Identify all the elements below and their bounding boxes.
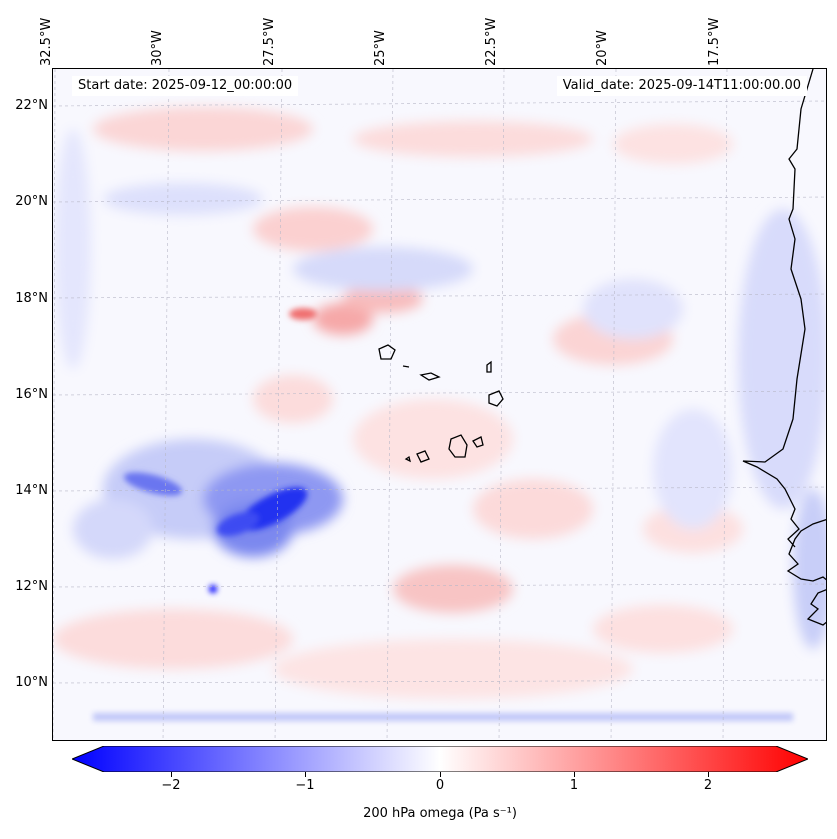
lat-label: 12°N	[15, 579, 48, 594]
lon-label: 27.5°W	[262, 17, 277, 66]
colorbar-tick-label: −1	[295, 778, 315, 793]
lat-label: 22°N	[15, 98, 48, 113]
start-date-label: Start date: 2025-09-12_00:00:00	[72, 76, 299, 96]
lat-label: 20°N	[15, 194, 48, 209]
colorbar-tickmark	[708, 772, 709, 777]
colorbar-tick-label: 0	[435, 778, 445, 793]
colorbar-tickmark	[574, 772, 575, 777]
lon-label: 17.5°W	[707, 17, 722, 66]
colorbar-label: 200 hPa omega (Pa s⁻¹)	[363, 806, 517, 821]
omega-field-cores	[93, 308, 793, 721]
lon-label: 22.5°W	[484, 17, 499, 66]
coastlines	[378, 69, 826, 626]
santiago-island	[448, 434, 468, 458]
colorbar	[70, 745, 810, 773]
guinea-bissau-coast	[806, 589, 826, 626]
guinea-coast	[786, 518, 826, 582]
lon-label: 30°W	[150, 30, 165, 66]
graticule	[53, 69, 826, 740]
colorbar-gradient	[70, 745, 810, 773]
lon-label: 32.5°W	[39, 17, 54, 66]
maio-island	[472, 436, 484, 448]
colorbar-tick-label: 1	[569, 778, 579, 793]
fogo-island	[416, 450, 430, 463]
colorbar-tick-label: −2	[161, 778, 181, 793]
lat-label: 10°N	[15, 675, 48, 690]
west-africa-coast	[742, 69, 814, 548]
omega-field-svg	[53, 69, 826, 740]
lon-label: 20°W	[595, 30, 610, 66]
colorbar-tickmark	[171, 772, 172, 777]
sal-island	[486, 360, 492, 373]
colorbar-svg	[70, 745, 810, 773]
brava-island	[404, 455, 411, 463]
lat-label: 14°N	[15, 483, 48, 498]
colorbar-tick-label: 2	[703, 778, 713, 793]
valid-date-label: Valid_date: 2025-09-14T11:00:00.00	[556, 76, 807, 96]
lat-label: 18°N	[15, 291, 48, 306]
lon-label: 25°W	[373, 30, 388, 66]
omega-field-map	[52, 68, 827, 741]
lat-label: 16°N	[15, 387, 48, 402]
colorbar-tickmark	[440, 772, 441, 777]
sao-vicente-island	[402, 365, 410, 368]
boa-vista-island	[488, 390, 504, 407]
colorbar-tickmark	[305, 772, 306, 777]
santo-antao-island	[378, 344, 396, 360]
sao-nicolau-island	[419, 372, 441, 381]
